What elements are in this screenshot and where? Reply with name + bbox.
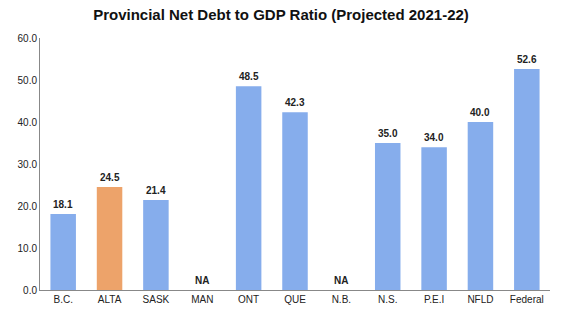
svg-text:40.0: 40.0 bbox=[470, 107, 490, 118]
svg-text:21.4: 21.4 bbox=[146, 185, 166, 196]
svg-text:20.0: 20.0 bbox=[18, 201, 38, 212]
svg-text:18.1: 18.1 bbox=[53, 199, 73, 210]
svg-text:NA: NA bbox=[195, 275, 209, 286]
svg-text:NFLD: NFLD bbox=[467, 294, 493, 305]
svg-text:35.0: 35.0 bbox=[378, 128, 398, 139]
svg-text:52.6: 52.6 bbox=[517, 54, 537, 65]
svg-text:60.0: 60.0 bbox=[18, 33, 38, 44]
svg-text:24.5: 24.5 bbox=[100, 172, 120, 183]
svg-text:48.5: 48.5 bbox=[239, 71, 259, 82]
svg-text:N.S.: N.S. bbox=[378, 294, 397, 305]
svg-text:MAN: MAN bbox=[191, 294, 213, 305]
svg-text:SASK: SASK bbox=[143, 294, 170, 305]
svg-text:50.0: 50.0 bbox=[18, 75, 38, 86]
svg-text:Provincial Net Debt to GDP Rat: Provincial Net Debt to GDP Ratio (Projec… bbox=[93, 6, 469, 23]
svg-text:ALTA: ALTA bbox=[98, 294, 122, 305]
svg-text:QUE: QUE bbox=[284, 294, 306, 305]
svg-text:34.0: 34.0 bbox=[424, 132, 444, 143]
svg-text:P.E.I: P.E.I bbox=[424, 294, 444, 305]
svg-text:B.C.: B.C. bbox=[53, 294, 72, 305]
svg-text:30.0: 30.0 bbox=[18, 159, 38, 170]
svg-text:NA: NA bbox=[334, 275, 348, 286]
svg-text:Federal: Federal bbox=[510, 294, 544, 305]
svg-text:ONT: ONT bbox=[238, 294, 259, 305]
svg-text:42.3: 42.3 bbox=[285, 97, 305, 108]
svg-text:N.B.: N.B. bbox=[332, 294, 351, 305]
svg-text:10.0: 10.0 bbox=[18, 243, 38, 254]
svg-text:0.0: 0.0 bbox=[23, 285, 37, 296]
svg-text:40.0: 40.0 bbox=[18, 117, 38, 128]
